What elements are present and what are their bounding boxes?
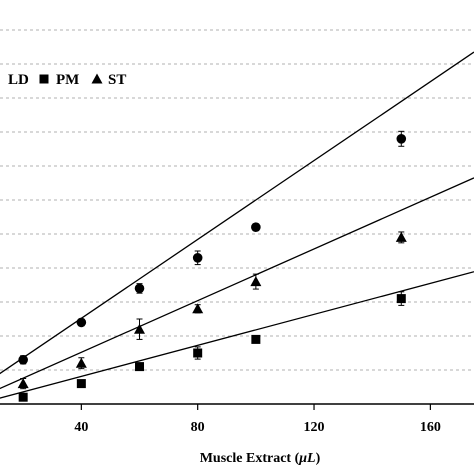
point-ld bbox=[251, 222, 261, 232]
point-pm bbox=[396, 294, 406, 304]
point-st bbox=[134, 323, 146, 334]
point-st bbox=[17, 378, 29, 389]
x-tick-label: 120 bbox=[304, 420, 325, 435]
point-ld bbox=[76, 317, 87, 328]
point-pm bbox=[18, 392, 28, 402]
fit-line-ld bbox=[0, 51, 474, 375]
point-pm bbox=[251, 334, 261, 344]
x-axis-title: Muscle Extract (μL) bbox=[200, 451, 321, 466]
axes: 40 80 120 160 bbox=[0, 403, 474, 435]
data-points bbox=[17, 130, 407, 402]
point-ld bbox=[18, 355, 28, 365]
x-tick-label: 80 bbox=[191, 420, 205, 435]
legend: LD PM ST bbox=[8, 72, 126, 88]
x-tick-label: 40 bbox=[74, 420, 88, 435]
point-st bbox=[192, 303, 204, 314]
legend-label-ld: LD bbox=[8, 72, 29, 88]
fit-lines bbox=[0, 51, 474, 399]
x-tick-label: 160 bbox=[420, 420, 441, 435]
point-ld bbox=[192, 252, 203, 263]
grid-lines bbox=[0, 29, 474, 371]
legend-label-pm: PM bbox=[56, 72, 79, 88]
point-st bbox=[250, 276, 262, 287]
point-pm bbox=[76, 379, 86, 389]
point-st bbox=[75, 357, 87, 368]
legend-label-st: ST bbox=[108, 72, 126, 88]
point-pm bbox=[135, 362, 145, 372]
legend-marker-pm bbox=[39, 74, 49, 84]
point-ld bbox=[134, 283, 145, 294]
fit-line-pm bbox=[0, 271, 474, 399]
legend-marker-st bbox=[91, 73, 103, 84]
fit-line-st bbox=[0, 177, 474, 390]
point-st bbox=[395, 231, 407, 242]
point-pm bbox=[193, 348, 203, 358]
point-ld bbox=[396, 134, 407, 144]
